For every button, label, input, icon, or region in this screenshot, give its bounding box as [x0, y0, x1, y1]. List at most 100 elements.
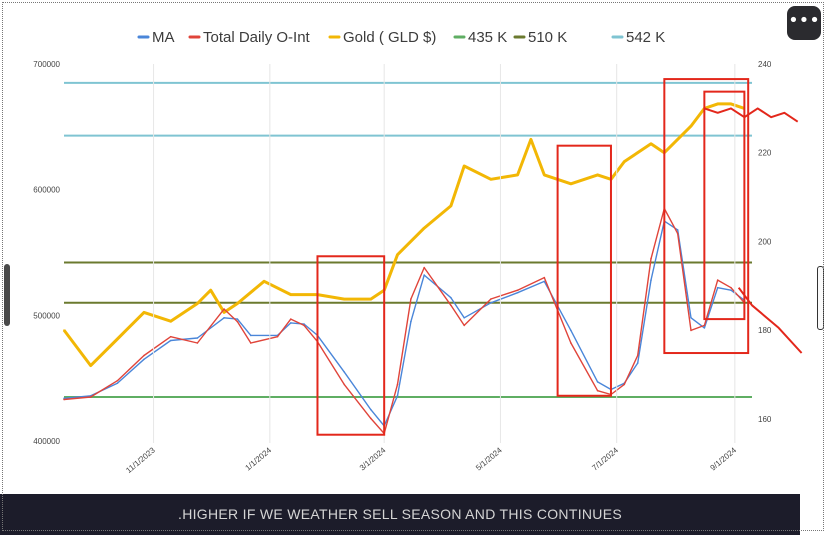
series-2-point-6 — [209, 289, 212, 292]
series-0-point-17 — [410, 298, 412, 300]
series-0-point-1 — [89, 396, 92, 398]
series-0-point-20 — [463, 324, 466, 327]
y-right-tick-0: 160 — [758, 415, 772, 424]
caption-text: .HIGHER IF WE WEATHER SELL SEASON AND TH… — [178, 506, 622, 522]
series-1-point-0 — [63, 397, 65, 400]
series-1-point-18 — [423, 274, 426, 276]
series-2-point-23 — [570, 183, 572, 185]
series-0-point-34 — [716, 279, 719, 281]
series-2-point-2 — [116, 338, 119, 340]
series-0-point-16 — [396, 383, 399, 386]
highlight-box-0 — [316, 255, 386, 436]
series-2-point-0 — [63, 329, 65, 331]
y-right-tick-2: 200 — [758, 237, 772, 246]
series-0-point-33 — [703, 324, 706, 327]
legend-label-3: 435 K — [468, 29, 507, 46]
y-right-tick-4: 240 — [758, 60, 772, 69]
series-2-point-19 — [490, 178, 492, 181]
series-0-point-4 — [169, 335, 172, 338]
series-0-point-0 — [63, 398, 65, 401]
series-2-point-9 — [263, 280, 265, 283]
series-1-point-3 — [143, 358, 145, 361]
series-0-point-5 — [196, 342, 199, 344]
series-1-point-6 — [223, 317, 225, 319]
resize-handle-right[interactable] — [817, 266, 824, 330]
series-2-point-32 — [730, 103, 732, 105]
y-right-tick-3: 220 — [758, 149, 772, 158]
series-2-point-24 — [596, 174, 599, 176]
legend-label-0: MA — [152, 29, 175, 46]
series-1-point-19 — [450, 296, 452, 299]
series-0-point-23 — [543, 276, 546, 279]
series-0-point-7 — [236, 320, 239, 323]
series-1-point-33 — [703, 327, 706, 329]
series-1-point-34 — [716, 286, 719, 289]
series-1-point-23 — [543, 280, 546, 283]
series-1-point-35 — [730, 289, 732, 292]
series-0-point-31 — [676, 232, 679, 235]
series-1-point-24 — [570, 329, 572, 332]
series-1-point-17 — [410, 320, 412, 323]
y-right-tick-1: 180 — [758, 326, 772, 335]
series-2-point-4 — [169, 320, 172, 323]
legend-label-2: Gold ( GLD $) — [343, 29, 436, 46]
legend: MA Total Daily O-Int Gold ( GLD $) 435 K 510… — [137, 29, 665, 46]
series-2-point-18 — [463, 165, 466, 167]
reference-lines — [64, 81, 752, 399]
y-axis-left: 400000 500000 600000 700000 — [33, 60, 60, 446]
series-2-point-8 — [236, 302, 239, 305]
resize-handle-left[interactable] — [4, 264, 10, 326]
series-0-point-2 — [116, 379, 119, 382]
annotations — [316, 78, 803, 436]
series-0-point-28 — [636, 354, 639, 357]
series-0-point-27 — [623, 383, 626, 386]
more-horizontal-icon: ••• — [788, 10, 820, 31]
more-options-button[interactable]: ••• — [787, 6, 821, 40]
series-2-point-26 — [623, 160, 626, 163]
series-1-point-16 — [396, 395, 399, 397]
series-2-point-3 — [143, 311, 145, 314]
series-0-point-11 — [303, 324, 305, 327]
y-left-tick-1: 500000 — [33, 311, 60, 320]
y-left-tick-0: 400000 — [33, 437, 60, 446]
series-line-2 — [62, 102, 745, 368]
series-0-point-8 — [250, 342, 252, 344]
y-left-tick-3: 700000 — [33, 60, 60, 69]
series-1-point-2 — [116, 382, 119, 385]
series-2-point-16 — [423, 227, 426, 229]
series-1-point-21 — [490, 302, 492, 304]
legend-label-4: 510 K — [528, 29, 567, 46]
series-1-point-32 — [690, 317, 692, 319]
series-0-point-18 — [423, 266, 426, 269]
series-1-point-8 — [250, 334, 252, 337]
series-0-point-6 — [223, 308, 225, 310]
series-0-point-13 — [343, 383, 346, 386]
series-1-point-14 — [370, 408, 372, 411]
series-1-point-29 — [650, 279, 652, 281]
series-1-point-13 — [343, 371, 346, 373]
series-2-point-31 — [716, 103, 719, 105]
caption-bar: .HIGHER IF WE WEATHER SELL SEASON AND TH… — [0, 494, 800, 535]
highlight-box-1 — [556, 144, 612, 397]
series-2-point-22 — [543, 174, 546, 176]
series-0-point-9 — [276, 335, 279, 338]
series-0-point-35 — [730, 286, 732, 289]
series-2-point-12 — [343, 298, 346, 300]
series-1-point-10 — [290, 322, 292, 324]
series-1-point-20 — [463, 317, 466, 319]
y-left-tick-2: 600000 — [33, 186, 60, 195]
series-0-point-19 — [450, 304, 452, 307]
series-0-point-22 — [516, 289, 519, 292]
series-1-point-25 — [596, 381, 599, 383]
legend-label-5: 542 K — [626, 29, 665, 46]
highlight-box-2 — [663, 78, 750, 355]
series-2-point-1 — [89, 364, 92, 367]
series-0-point-24 — [570, 342, 572, 344]
series-1-point-28 — [636, 362, 639, 364]
series-2-point-27 — [650, 143, 652, 145]
series-0-point-25 — [596, 389, 599, 392]
series-2-point-20 — [516, 174, 519, 176]
series-2-point-15 — [396, 253, 399, 256]
